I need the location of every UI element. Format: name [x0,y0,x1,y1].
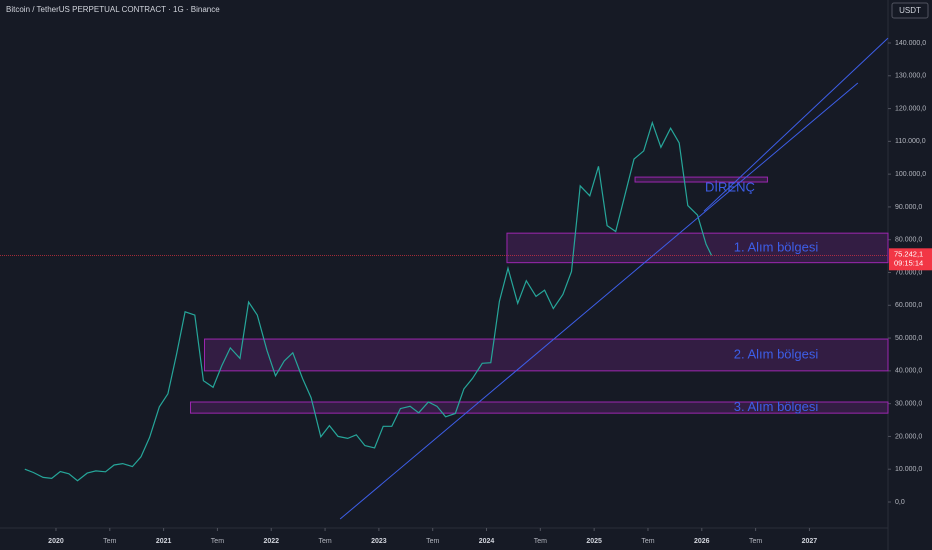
x-tick-label: Tem [534,538,547,545]
y-tick-label: 80.000,0 [895,237,922,244]
x-tick-label: Tem [749,538,762,545]
y-tick-label: 110.000,0 [895,138,926,145]
zone-label: 3. Alım bölgesi [734,399,819,414]
x-tick-label: 2026 [694,538,710,545]
y-tick-label: 0,0 [895,499,905,506]
x-tick-label: 2023 [371,538,387,545]
last-price-label: 75.242,1 [894,249,923,258]
x-tick-label: Tem [211,538,224,545]
y-tick-label: 60.000,0 [895,302,922,309]
symbol-title: Bitcoin / TetherUS PERPETUAL CONTRACT · … [6,5,220,14]
trendline [703,37,889,212]
y-tick-label: 70.000,0 [895,269,922,276]
zone-label: 1. Alım bölgesi [734,239,819,254]
y-tick-label: 30.000,0 [895,400,922,407]
x-tick-label: Tem [103,538,116,545]
last-price-badge [889,248,932,271]
currency-label[interactable]: USDT [899,6,921,15]
y-tick-label: 140.000,0 [895,40,926,47]
price-line [24,120,713,482]
x-tick-label: 2022 [263,538,279,545]
y-tick-label: 100.000,0 [895,171,926,178]
x-tick-label: Tem [641,538,654,545]
x-tick-label: 2024 [479,538,495,545]
y-tick-label: 90.000,0 [895,204,922,211]
x-tick-label: Tem [318,538,331,545]
x-tick-label: 2021 [156,538,172,545]
y-tick-label: 120.000,0 [895,105,926,112]
zone [506,232,889,264]
zone-label: 2. Alım bölgesi [734,346,819,361]
x-tick-label: Tem [426,538,439,545]
zone [634,176,768,183]
y-tick-label: 10.000,0 [895,466,922,473]
y-tick-label: 50.000,0 [895,335,922,342]
x-tick-label: 2020 [48,538,64,545]
x-tick-label: 2025 [586,538,602,545]
x-tick-label: 2027 [802,538,818,545]
zone [190,401,889,414]
y-tick-label: 130.000,0 [895,73,926,80]
zone [204,338,889,372]
y-tick-label: 40.000,0 [895,368,922,375]
currency-button[interactable] [891,2,929,19]
countdown-label: 09:15:14 [894,258,923,267]
y-tick-label: 20.000,0 [895,433,922,440]
trendline [339,82,859,520]
